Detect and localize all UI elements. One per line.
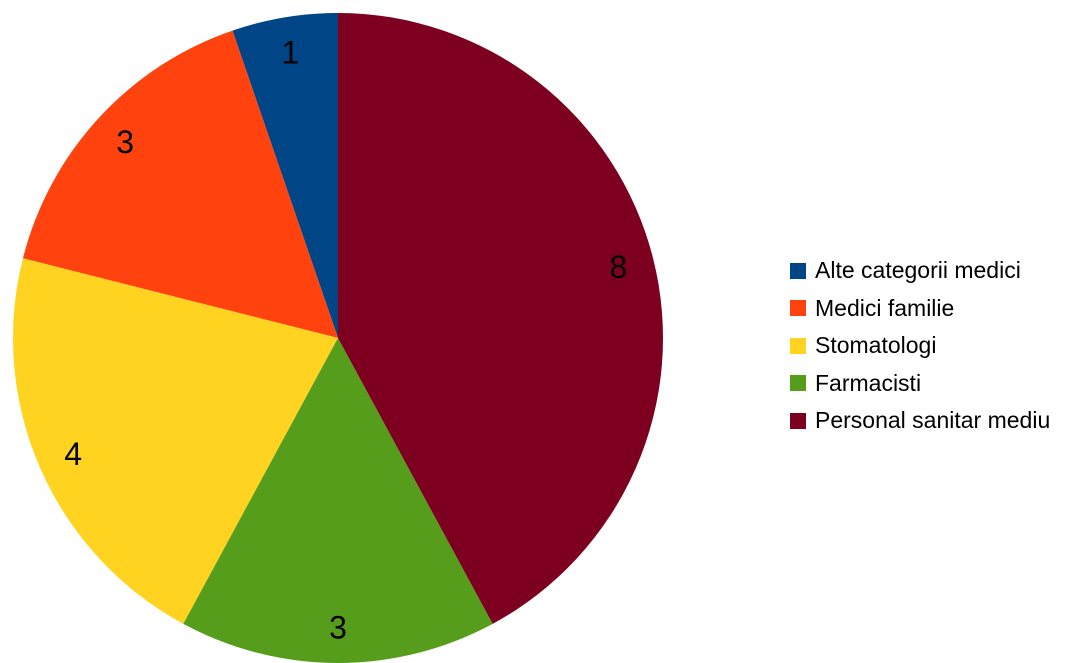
legend-item: Medici familie <box>790 290 1080 328</box>
legend-label: Personal sanitar mediu <box>815 407 1051 434</box>
pie-data-label: 3 <box>116 124 134 160</box>
legend-swatch <box>790 412 806 429</box>
pie-data-label: 8 <box>610 249 628 285</box>
pie-data-label: 4 <box>64 436 82 472</box>
pie-slices <box>12 13 663 663</box>
legend-swatch <box>790 262 806 279</box>
pie-slice-personal-sanitar-mediu <box>338 13 663 624</box>
legend-swatch <box>790 337 806 354</box>
legend-swatch <box>790 300 806 317</box>
pie-slice-stomatologi <box>12 258 338 624</box>
pie-slice-medici-familie <box>22 30 338 339</box>
legend-label: Stomatologi <box>815 332 937 359</box>
legend-label: Farmacisti <box>815 369 922 396</box>
legend-label: Alte categorii medici <box>815 257 1021 284</box>
legend-item: Stomatologi <box>790 327 1080 365</box>
legend-item: Alte categorii medici <box>790 252 1080 290</box>
legend-label: Medici familie <box>815 294 955 321</box>
pie-slice-farmacisti <box>183 338 493 663</box>
pie-slice-alte-categorii-medici <box>232 13 338 338</box>
legend-swatch <box>790 375 806 392</box>
legend-item: Farmacisti <box>790 365 1080 403</box>
legend-item: Personal sanitar mediu <box>790 402 1080 440</box>
pie-data-labels: 1 3 4 3 8 <box>64 35 627 646</box>
pie-data-label: 1 <box>281 35 299 71</box>
chart-legend: Alte categorii medici Medici familie Stoma… <box>790 252 1080 440</box>
pie-data-label: 3 <box>329 609 347 645</box>
